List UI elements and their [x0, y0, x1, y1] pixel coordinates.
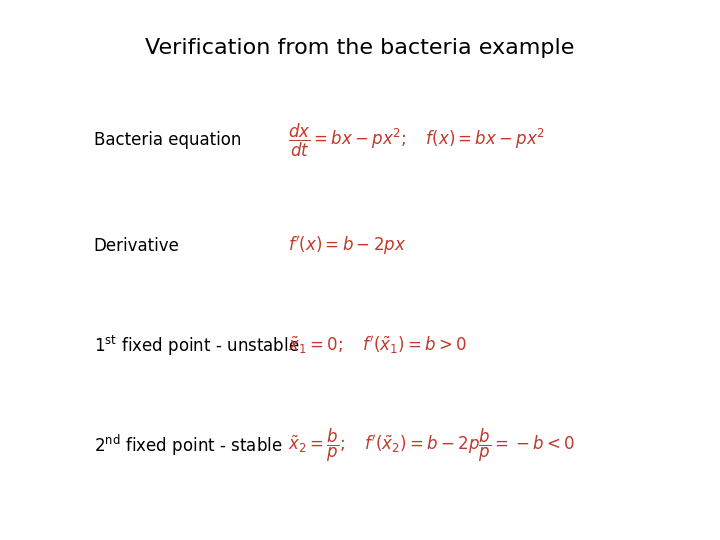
Text: $\tilde{x}_2 = \dfrac{b}{p};\quad f'(\tilde{x}_2) = b - 2p\dfrac{b}{p} = -b < 0$: $\tilde{x}_2 = \dfrac{b}{p};\quad f'(\ti…	[288, 427, 575, 464]
Text: Derivative: Derivative	[94, 237, 179, 255]
Text: $f'(x) = b - 2px$: $f'(x) = b - 2px$	[288, 234, 406, 257]
Text: $\tilde{x}_1 = 0;\quad f'(\tilde{x}_1) = b > 0$: $\tilde{x}_1 = 0;\quad f'(\tilde{x}_1) =…	[288, 335, 467, 356]
Text: 2$^{\mathrm{nd}}$ fixed point - stable: 2$^{\mathrm{nd}}$ fixed point - stable	[94, 433, 282, 458]
Text: 1$^{\mathrm{st}}$ fixed point - unstable: 1$^{\mathrm{st}}$ fixed point - unstable	[94, 334, 299, 357]
Text: $\dfrac{dx}{dt} = bx - px^2;\quad f(x) = bx - px^2$: $\dfrac{dx}{dt} = bx - px^2;\quad f(x) =…	[288, 122, 545, 159]
Text: Bacteria equation: Bacteria equation	[94, 131, 241, 150]
Text: Verification from the bacteria example: Verification from the bacteria example	[145, 38, 575, 58]
